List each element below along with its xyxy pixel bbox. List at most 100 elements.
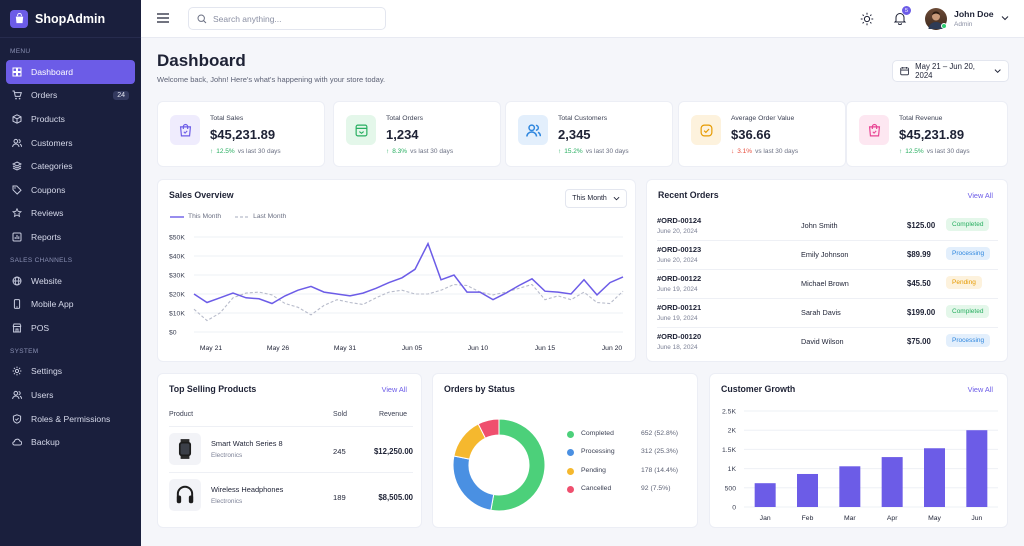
legend-item-this-month[interactable]: This Month: [170, 213, 221, 220]
search-input[interactable]: [213, 13, 383, 24]
tag-icon: [12, 185, 22, 195]
stat-value: $45,231.89: [210, 127, 276, 142]
sidebar-item-label: Settings: [31, 366, 63, 377]
table-row[interactable]: Smart Watch Series 8 Electronics 245 $12…: [169, 426, 413, 471]
y-tick-label: $30K: [169, 273, 185, 280]
top-products-view-all-link[interactable]: View All: [381, 385, 407, 394]
sidebar-item-dashboard[interactable]: Dashboard: [6, 60, 135, 84]
series-line-last-month[interactable]: [193, 283, 624, 322]
stat-delta: ↑ 15.2% vs last 30 days: [558, 148, 629, 155]
stat-card-total-revenue[interactable]: Total Revenue $45,231.89 ↑ 12.5% vs last…: [846, 101, 1008, 167]
bar-mar[interactable]: [839, 466, 861, 507]
user-role: Admin: [954, 21, 973, 28]
chevron-down-icon[interactable]: [1001, 14, 1009, 22]
arrow-up-icon: ↑: [386, 148, 390, 155]
order-row[interactable]: #ORD-00122 June 19, 2024 Michael Brown $…: [657, 270, 998, 299]
user-name[interactable]: John Doe: [954, 9, 994, 19]
x-tick-label: Mar: [844, 515, 856, 522]
sidebar-item-coupons[interactable]: Coupons: [6, 178, 135, 202]
order-id[interactable]: #ORD-00122: [657, 274, 702, 283]
sidebar-item-reviews[interactable]: Reviews: [6, 202, 135, 226]
bar-apr[interactable]: [881, 457, 903, 507]
order-row[interactable]: #ORD-00121 June 19, 2024 Sarah Davis $19…: [657, 299, 998, 328]
sidebar-item-roles-permissions[interactable]: Roles & Permissions: [6, 407, 135, 431]
x-tick-label: May 26: [267, 345, 290, 352]
bag-icon: [170, 115, 200, 145]
order-row[interactable]: #ORD-00124 June 20, 2024 John Smith $125…: [657, 212, 998, 241]
sidebar-item-label: Website: [31, 275, 62, 286]
product-name[interactable]: Smart Watch Series 8: [211, 439, 283, 448]
order-row[interactable]: #ORD-00123 June 20, 2024 Emily Johnson $…: [657, 241, 998, 270]
legend-label: Processing: [581, 448, 615, 456]
search-box[interactable]: [188, 7, 386, 30]
legend-item-processing[interactable]: Processing 312 (25.3%): [567, 446, 693, 460]
x-tick-label: Jan: [760, 515, 771, 522]
bar-jan[interactable]: [754, 483, 776, 507]
sidebar-item-products[interactable]: Products: [6, 107, 135, 131]
x-tick-label: May: [928, 515, 941, 522]
stat-card-total-sales[interactable]: Total Sales $45,231.89 ↑ 12.5% vs last 3…: [157, 101, 325, 167]
sidebar-item-mobile-app[interactable]: Mobile App: [6, 292, 135, 316]
channel-list: Website Mobile App POS: [0, 269, 141, 340]
arrow-up-icon: ↑: [899, 148, 903, 155]
bar-jun[interactable]: [966, 430, 988, 507]
sidebar-item-pos[interactable]: POS: [6, 316, 135, 340]
order-id[interactable]: #ORD-00123: [657, 245, 702, 254]
slice-cancelled[interactable]: [477, 418, 500, 439]
recent-orders-view-all-link[interactable]: View All: [967, 191, 993, 200]
theme-toggle-sun-icon[interactable]: [860, 12, 874, 26]
slice-processing[interactable]: [452, 455, 495, 511]
stat-value: $36.66: [731, 127, 771, 142]
bar-feb[interactable]: [797, 473, 818, 507]
sidebar-item-orders[interactable]: Orders 24: [6, 84, 135, 108]
order-amount: $89.99: [907, 250, 931, 259]
series-line-this-month[interactable]: [193, 241, 624, 305]
stat-card-total-customers[interactable]: Total Customers 2,345 ↑ 15.2% vs last 30…: [505, 101, 673, 167]
sidebar-item-backup[interactable]: Backup: [6, 430, 135, 454]
notification-bell-icon[interactable]: [893, 11, 907, 25]
legend-item-cancelled[interactable]: Cancelled 92 (7.5%): [567, 483, 693, 497]
legend-item-last-month[interactable]: Last Month: [235, 213, 286, 220]
order-id[interactable]: #ORD-00120: [657, 332, 702, 341]
date-range-picker[interactable]: May 21 – Jun 20, 2024: [892, 60, 1009, 82]
legend-item-completed[interactable]: Completed 652 (52.8%): [567, 428, 693, 442]
legend-label: Completed: [581, 430, 614, 437]
y-tick-label: $10K: [169, 311, 185, 318]
product-sold: 189: [333, 493, 346, 502]
sidebar-item-label: Backup: [31, 437, 60, 448]
sidebar-item-settings[interactable]: Settings: [6, 360, 135, 384]
legend-label: This Month: [188, 213, 222, 220]
slice-completed[interactable]: [490, 418, 546, 512]
product-name[interactable]: Wireless Headphones: [211, 485, 284, 494]
x-tick-label: Apr: [887, 515, 898, 522]
bar-may[interactable]: [924, 448, 945, 507]
sidebar-item-website[interactable]: Website: [6, 269, 135, 293]
order-row[interactable]: #ORD-00120 June 18, 2024 David Wilson $7…: [657, 328, 998, 357]
calendar-icon: [900, 66, 909, 76]
stat-compare-label: vs last 30 days: [585, 148, 629, 155]
sidebar-item-users[interactable]: Users: [6, 383, 135, 407]
sidebar-item-label: Reviews: [31, 208, 64, 219]
users-icon: [12, 390, 22, 400]
y-tick-label: 1.5K: [722, 447, 736, 454]
stat-delta-value: 8.3%: [392, 148, 408, 155]
sidebar-item-reports[interactable]: Reports: [6, 225, 135, 249]
recent-orders-card: Recent Orders View All #ORD-00124 June 2…: [646, 179, 1008, 362]
customer-growth-view-all-link[interactable]: View All: [967, 385, 993, 394]
sidebar-item-categories[interactable]: Categories: [6, 154, 135, 178]
stat-delta: ↓ 3.1% vs last 30 days: [731, 148, 798, 155]
brand[interactable]: ShopAdmin: [0, 0, 141, 38]
stat-card-total-orders[interactable]: Total Orders 1,234 ↑ 8.3% vs last 30 day…: [333, 101, 501, 167]
period-select[interactable]: This Month: [565, 189, 627, 208]
order-id[interactable]: #ORD-00121: [657, 303, 702, 312]
page-title: Dashboard: [157, 51, 246, 70]
arrow-up-icon: ↑: [558, 148, 562, 155]
stat-card-average-order-value[interactable]: Average Order Value $36.66 ↓ 3.1% vs las…: [678, 101, 846, 167]
system-list: Settings Users Roles & Permissions Backu…: [0, 360, 141, 454]
hamburger-menu-icon[interactable]: [157, 13, 169, 23]
sidebar-item-customers[interactable]: Customers: [6, 131, 135, 155]
customer-growth-bar-chart: 0 500 1K 1.5K 2K 2.5K Jan Feb Mar Apr May Jun: [722, 409, 998, 522]
order-id[interactable]: #ORD-00124: [657, 216, 702, 225]
legend-item-pending[interactable]: Pending 178 (14.4%): [567, 465, 693, 479]
table-row[interactable]: Wireless Headphones Electronics 189 $8,5…: [169, 472, 413, 517]
